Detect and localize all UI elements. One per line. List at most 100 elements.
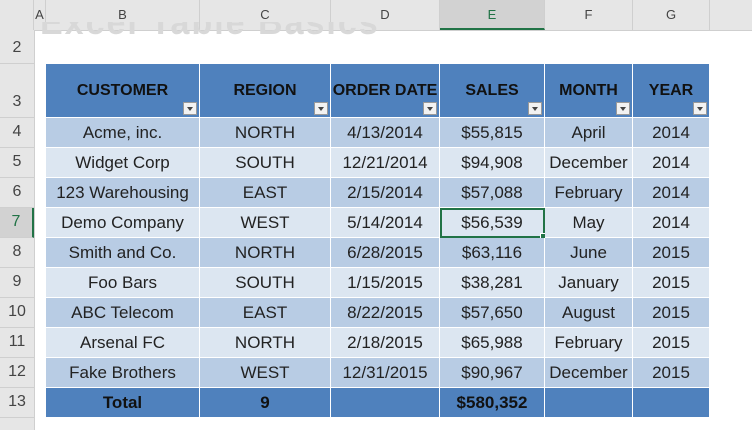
total-label[interactable]: Total	[46, 388, 200, 418]
select-all-corner[interactable]	[0, 0, 34, 30]
cell-order-date[interactable]: 6/28/2015	[331, 238, 440, 268]
cell-month[interactable]: June	[545, 238, 633, 268]
cell-order-date[interactable]: 1/15/2015	[331, 268, 440, 298]
cell-customer[interactable]: ABC Telecom	[46, 298, 200, 328]
cell-customer[interactable]: Acme, inc.	[46, 118, 200, 148]
table-row: 123 Warehousing EAST 2/15/2014 $57,088 F…	[46, 178, 710, 208]
cell-sales-selected[interactable]: $56,539	[440, 208, 547, 240]
cell-region[interactable]: NORTH	[200, 328, 331, 358]
cell-customer[interactable]: 123 Warehousing	[46, 178, 200, 208]
cell-sales[interactable]: $65,988	[440, 328, 545, 358]
cell-sales[interactable]: $57,650	[440, 298, 545, 328]
row-header-2[interactable]: 2	[0, 30, 34, 64]
cell-sales[interactable]: $55,815	[440, 118, 545, 148]
cell-region[interactable]: EAST	[200, 298, 331, 328]
column-header-e[interactable]: E	[440, 0, 545, 30]
cell-order-date[interactable]: 12/31/2015	[331, 358, 440, 388]
table-row: ABC Telecom EAST 8/22/2015 $57,650 Augus…	[46, 298, 710, 328]
total-year[interactable]	[633, 388, 710, 418]
row-header-13[interactable]: 13	[0, 388, 34, 418]
cell-customer[interactable]: Fake Brothers	[46, 358, 200, 388]
cell-month[interactable]: February	[545, 328, 633, 358]
table-row: Fake Brothers WEST 12/31/2015 $90,967 De…	[46, 358, 710, 388]
total-order-date[interactable]	[331, 388, 440, 418]
cell-customer[interactable]: Arsenal FC	[46, 328, 200, 358]
cell-order-date[interactable]: 12/21/2014	[331, 148, 440, 178]
cell-year[interactable]: 2014	[633, 178, 710, 208]
cell-year[interactable]: 2015	[633, 358, 710, 388]
row-header-4[interactable]: 4	[0, 118, 34, 148]
row-header-7[interactable]: 7	[0, 208, 34, 238]
cell-region[interactable]: SOUTH	[200, 148, 331, 178]
cell-order-date[interactable]: 2/15/2014	[331, 178, 440, 208]
table-row: Arsenal FC NORTH 2/18/2015 $65,988 Febru…	[46, 328, 710, 358]
header-month: MONTH	[545, 64, 633, 118]
cell-month[interactable]: April	[545, 118, 633, 148]
filter-dropdown-icon[interactable]	[528, 102, 542, 115]
cell-year[interactable]: 2014	[633, 148, 710, 178]
column-header-b[interactable]: B	[46, 0, 200, 30]
table-row: Demo Company WEST 5/14/2014 $56,539 May …	[46, 208, 710, 240]
cell-customer[interactable]: Foo Bars	[46, 268, 200, 298]
cell-region[interactable]: SOUTH	[200, 268, 331, 298]
table-row: Acme, inc. NORTH 4/13/2014 $55,815 April…	[46, 118, 710, 148]
cell-year[interactable]: 2015	[633, 328, 710, 358]
cell-year[interactable]: 2014	[633, 208, 710, 238]
cell-month[interactable]: December	[545, 358, 633, 388]
cell-customer[interactable]: Smith and Co.	[46, 238, 200, 268]
cell-year[interactable]: 2015	[633, 238, 710, 268]
column-header-f[interactable]: F	[545, 0, 633, 30]
cell-year[interactable]: 2014	[633, 118, 710, 148]
filter-dropdown-icon[interactable]	[314, 102, 328, 115]
cell-month[interactable]: January	[545, 268, 633, 298]
column-header-c[interactable]: C	[200, 0, 331, 30]
total-month[interactable]	[545, 388, 633, 418]
header-region: REGION	[200, 64, 331, 118]
cell-region[interactable]: EAST	[200, 178, 331, 208]
cell-order-date[interactable]: 5/14/2014	[331, 208, 440, 238]
header-year: YEAR	[633, 64, 710, 118]
column-header-a[interactable]: A	[34, 0, 46, 30]
header-sales: SALES	[440, 64, 545, 118]
cell-month[interactable]: December	[545, 148, 633, 178]
cell-month[interactable]: May	[545, 208, 633, 238]
cell-sales[interactable]: $63,116	[440, 238, 545, 268]
cell-year[interactable]: 2015	[633, 298, 710, 328]
cell-year[interactable]: 2015	[633, 268, 710, 298]
row-header-9[interactable]: 9	[0, 268, 34, 298]
cell-month[interactable]: August	[545, 298, 633, 328]
cell-region[interactable]: NORTH	[200, 238, 331, 268]
column-header-g[interactable]: G	[633, 0, 710, 30]
total-sales[interactable]: $580,352	[440, 388, 545, 418]
table-totals-row: Total 9 $580,352	[46, 388, 710, 418]
table-row: Smith and Co. NORTH 6/28/2015 $63,116 Ju…	[46, 238, 710, 268]
table-header-row: CUSTOMER REGION ORDER DATE SALES MONTH Y…	[46, 64, 710, 118]
total-region-count[interactable]: 9	[200, 388, 331, 418]
row-header-6[interactable]: 6	[0, 178, 34, 208]
filter-dropdown-icon[interactable]	[616, 102, 630, 115]
cell-order-date[interactable]: 8/22/2015	[331, 298, 440, 328]
cell-region[interactable]: NORTH	[200, 118, 331, 148]
row-header-10[interactable]: 10	[0, 298, 34, 328]
column-header-d[interactable]: D	[331, 0, 440, 30]
cell-order-date[interactable]: 4/13/2014	[331, 118, 440, 148]
cell-sales[interactable]: $90,967	[440, 358, 545, 388]
cell-customer[interactable]: Widget Corp	[46, 148, 200, 178]
cell-sales[interactable]: $57,088	[440, 178, 545, 208]
filter-dropdown-icon[interactable]	[423, 102, 437, 115]
cell-customer[interactable]: Demo Company	[46, 208, 200, 238]
row-header-12[interactable]: 12	[0, 358, 34, 388]
cell-region[interactable]: WEST	[200, 208, 331, 238]
sheet-title-partial: Excel Table Basics	[40, 22, 740, 40]
cell-sales[interactable]: $38,281	[440, 268, 545, 298]
cell-month[interactable]: February	[545, 178, 633, 208]
cell-sales[interactable]: $94,908	[440, 148, 545, 178]
filter-dropdown-icon[interactable]	[183, 102, 197, 115]
cell-region[interactable]: WEST	[200, 358, 331, 388]
row-header-8[interactable]: 8	[0, 238, 34, 268]
filter-dropdown-icon[interactable]	[693, 102, 707, 115]
cell-order-date[interactable]: 2/18/2015	[331, 328, 440, 358]
row-header-3[interactable]: 3	[0, 64, 34, 118]
row-header-5[interactable]: 5	[0, 148, 34, 178]
row-header-11[interactable]: 11	[0, 328, 34, 358]
